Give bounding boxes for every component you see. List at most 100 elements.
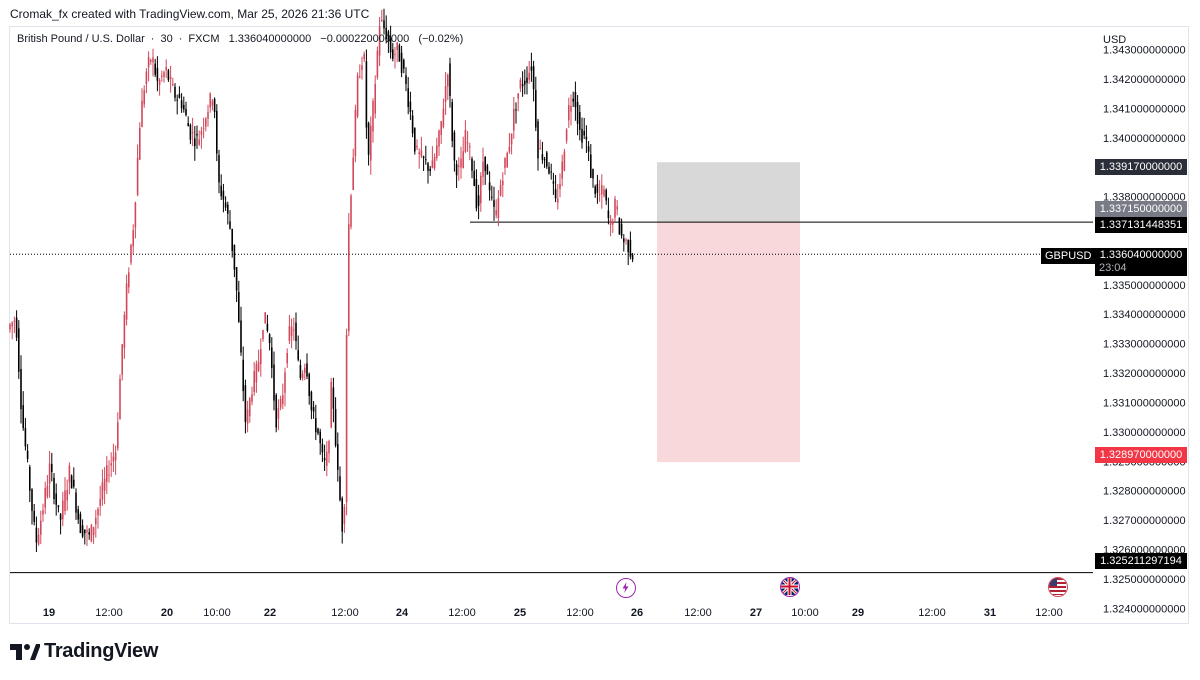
- candle-body: [332, 387, 335, 409]
- candle-body: [40, 520, 42, 535]
- x-tick-label: 24: [396, 607, 409, 619]
- y-tick-label: 1.328000000000: [1103, 486, 1186, 498]
- candle-body: [284, 372, 286, 393]
- candle-body: [376, 50, 379, 78]
- x-tick-label: 25: [514, 607, 526, 619]
- candle-body: [389, 37, 392, 53]
- candle-body: [431, 160, 434, 169]
- candle-body: [66, 489, 68, 501]
- candle-body: [557, 198, 559, 203]
- candle-body: [97, 508, 99, 516]
- us-flag-icon[interactable]: [1048, 577, 1068, 597]
- candle-body: [9, 324, 11, 330]
- tradingview-logo-text: TradingView: [44, 640, 159, 662]
- stop-zone: [657, 221, 800, 463]
- candle-body: [513, 108, 515, 131]
- candle-body: [328, 441, 330, 454]
- x-tick-label: 22: [264, 607, 276, 619]
- candle-body: [158, 80, 161, 86]
- candle-body: [242, 359, 244, 392]
- candle-body: [515, 109, 517, 111]
- candle-body: [123, 314, 126, 348]
- candle-body: [361, 65, 363, 71]
- candle-body: [90, 525, 93, 542]
- candle-body: [238, 292, 240, 322]
- candle-body: [253, 371, 255, 393]
- candle-body: [433, 157, 436, 169]
- candle-body: [207, 112, 209, 119]
- candle-body: [191, 131, 194, 134]
- candle-body: [293, 329, 295, 331]
- candle-body: [394, 53, 396, 55]
- candle-body: [53, 477, 55, 500]
- candle-body: [286, 353, 288, 364]
- candle-body: [530, 66, 533, 71]
- candle-body: [48, 463, 51, 484]
- candle-body: [451, 102, 453, 141]
- candle-body: [189, 124, 192, 140]
- candle-body: [499, 184, 502, 196]
- candle-body: [231, 228, 233, 252]
- y-tick-label: 1.331000000000: [1103, 397, 1186, 409]
- candle-body: [264, 312, 266, 324]
- candle-body: [414, 127, 416, 152]
- tradingview-logo[interactable]: TradingView: [10, 640, 158, 663]
- candle-body: [385, 27, 387, 40]
- candle-body: [172, 84, 174, 86]
- x-tick-label: 12:00: [684, 607, 712, 619]
- candle-body: [319, 431, 321, 444]
- candle-body: [592, 169, 594, 179]
- candle-body: [449, 63, 451, 97]
- candle-body: [543, 159, 546, 161]
- candle-body: [510, 133, 513, 145]
- candle-body: [345, 334, 348, 503]
- candle-body: [51, 463, 53, 472]
- candle-body: [213, 98, 216, 113]
- candle-body: [460, 158, 462, 168]
- uk-flag-icon[interactable]: [780, 577, 800, 597]
- currency-label[interactable]: USD: [1103, 34, 1127, 46]
- candle-body: [409, 101, 412, 113]
- symbol-legend[interactable]: British Pound / U.S. Dollar · 30 · FXCM 1.33…: [17, 33, 464, 45]
- chart-credit: Cromak_fx created with TradingView.com, …: [10, 7, 370, 21]
- candle-body: [372, 101, 374, 132]
- candle-body: [42, 510, 44, 515]
- candle-body: [315, 418, 317, 433]
- candle-body: [233, 244, 236, 270]
- candle-body: [117, 422, 119, 449]
- candle-body: [304, 367, 306, 373]
- candle-body: [317, 428, 319, 434]
- candle-body: [550, 171, 552, 173]
- candle-body: [387, 31, 390, 42]
- candle-body: [526, 77, 528, 83]
- x-tick-label: 12:00: [95, 607, 123, 619]
- lightning-icon[interactable]: [616, 578, 636, 598]
- candle-body: [176, 99, 178, 101]
- candle-body: [548, 166, 550, 174]
- candle-body: [623, 238, 625, 243]
- y-tick-label: 1.335000000000: [1103, 280, 1186, 292]
- candle-body: [35, 527, 38, 543]
- candle-body: [436, 145, 438, 159]
- candle-body: [585, 136, 588, 140]
- candle-body: [154, 63, 156, 75]
- support-price-tag: 1.325211297194: [1095, 553, 1187, 569]
- candle-body: [418, 152, 420, 155]
- resistance-price-tag: 1.337131448351: [1095, 217, 1187, 233]
- candle-body: [425, 159, 427, 161]
- tradingview-logo-icon: [10, 643, 40, 660]
- candle-body: [216, 110, 218, 154]
- candle-body: [125, 283, 128, 320]
- candle-body: [196, 133, 198, 136]
- candle-body: [277, 407, 280, 419]
- candle-body: [627, 240, 629, 253]
- x-tick-label: 12:00: [448, 607, 476, 619]
- candle-body: [257, 361, 260, 371]
- y-tick-label: 1.338000000000: [1103, 192, 1186, 204]
- candle-body: [306, 363, 308, 377]
- candle-body: [420, 150, 423, 157]
- y-tick-label: 1.332000000000: [1103, 368, 1186, 380]
- candle-body: [167, 70, 170, 80]
- candle-body: [612, 222, 614, 225]
